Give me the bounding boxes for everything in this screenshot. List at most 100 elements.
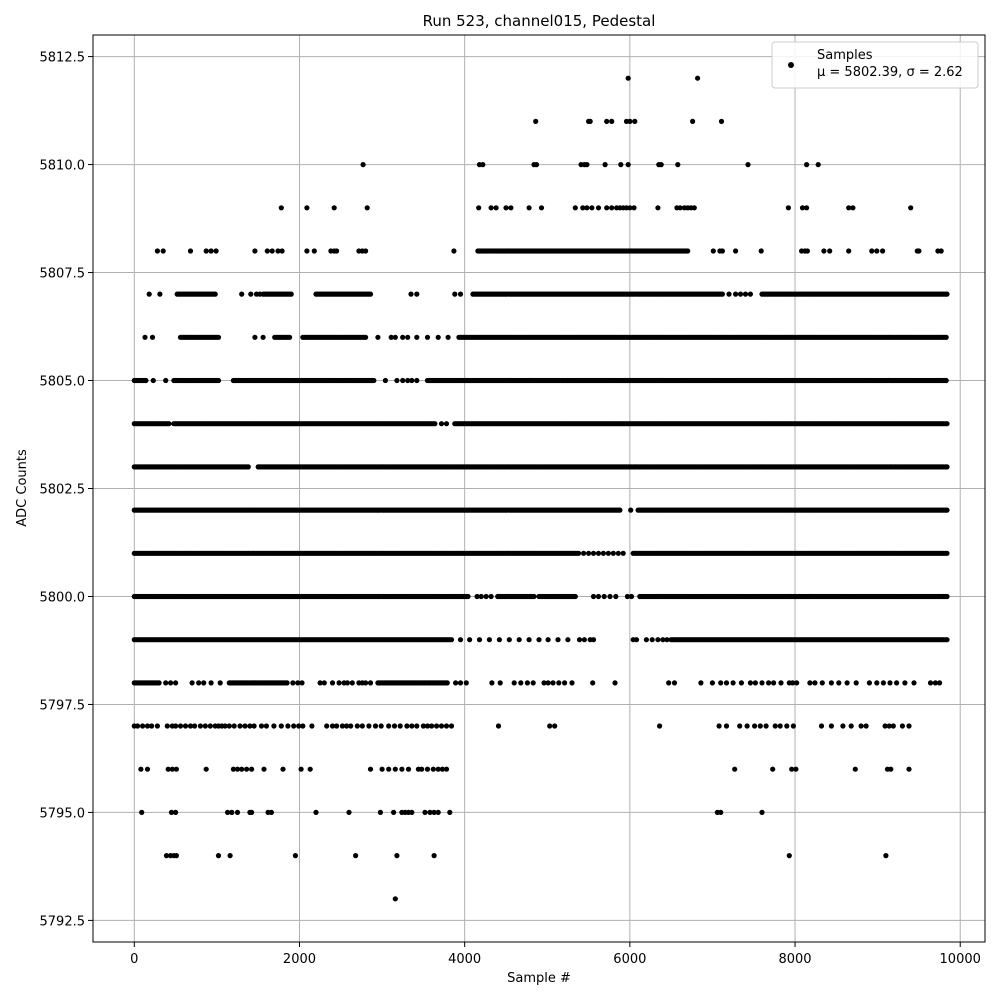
- data-point: [279, 248, 285, 254]
- data-point: [733, 248, 739, 254]
- y-tick-label: 5797.5: [40, 698, 86, 713]
- data-point: [382, 377, 388, 384]
- data-point: [932, 680, 939, 686]
- data-point: [618, 162, 624, 168]
- data-point: [288, 291, 294, 297]
- data-point: [744, 723, 750, 729]
- data-point: [888, 766, 894, 772]
- data-point: [590, 680, 596, 686]
- data-point: [260, 334, 266, 340]
- data-point: [321, 680, 327, 686]
- data-point: [944, 421, 950, 427]
- data-point: [863, 723, 869, 729]
- data-point: [609, 205, 615, 211]
- data-point: [518, 680, 524, 686]
- data-point: [201, 680, 207, 686]
- data-point: [344, 680, 350, 686]
- data-point: [435, 334, 441, 340]
- data-point: [227, 853, 233, 859]
- data-point: [295, 680, 301, 686]
- data-point: [890, 723, 896, 729]
- data-point: [135, 723, 141, 729]
- data-point: [853, 680, 859, 686]
- data-point: [386, 766, 392, 772]
- data-point: [388, 334, 394, 340]
- data-point: [899, 723, 906, 729]
- data-point: [612, 680, 618, 686]
- data-point: [572, 205, 578, 211]
- data-point: [718, 809, 724, 816]
- data-point: [536, 637, 542, 643]
- data-point: [944, 464, 950, 470]
- data-point: [208, 680, 214, 686]
- data-point: [192, 723, 198, 729]
- data-point: [146, 291, 152, 297]
- data-point: [334, 723, 340, 729]
- data-point: [530, 680, 536, 686]
- data-point: [163, 377, 169, 384]
- data-point: [353, 853, 359, 859]
- data-point: [348, 723, 354, 729]
- data-point: [215, 853, 222, 859]
- data-point: [584, 162, 590, 168]
- chart-title: Run 523, channel015, Pedestal: [423, 12, 656, 30]
- data-point: [675, 162, 681, 168]
- data-point: [258, 723, 265, 729]
- data-point: [526, 637, 532, 643]
- data-point: [431, 853, 437, 859]
- data-point: [601, 593, 607, 600]
- data-point: [457, 680, 464, 686]
- data-point: [329, 680, 336, 686]
- data-point: [556, 680, 562, 686]
- data-point: [852, 766, 858, 772]
- data-point: [149, 334, 156, 340]
- data-point: [478, 593, 484, 600]
- data-point: [495, 723, 502, 729]
- data-point: [576, 550, 582, 556]
- data-point: [452, 291, 458, 297]
- data-point: [212, 291, 218, 297]
- data-point: [215, 334, 222, 340]
- data-point: [607, 593, 613, 600]
- data-point: [737, 291, 744, 297]
- data-point: [695, 75, 701, 81]
- data-point: [144, 766, 151, 772]
- data-point: [804, 248, 811, 254]
- data-point: [508, 205, 514, 211]
- data-point: [391, 809, 397, 816]
- data-point: [309, 723, 315, 729]
- data-point: [738, 680, 745, 686]
- data-point: [848, 723, 854, 729]
- data-point: [666, 680, 672, 686]
- data-point: [620, 550, 626, 556]
- data-point: [157, 291, 163, 297]
- data-point: [203, 248, 209, 254]
- y-tick-label: 5792.5: [40, 914, 86, 929]
- data-point: [758, 248, 764, 254]
- data-point: [649, 637, 655, 643]
- data-point: [886, 723, 892, 729]
- data-point: [480, 162, 486, 168]
- data-point: [628, 507, 634, 513]
- data-point: [531, 593, 537, 600]
- data-point: [869, 248, 875, 254]
- data-point: [658, 162, 664, 168]
- data-point: [404, 723, 410, 729]
- data-point: [346, 809, 352, 816]
- data-point: [911, 680, 917, 686]
- data-point: [938, 248, 944, 254]
- data-point: [334, 248, 340, 254]
- data-point: [883, 853, 889, 859]
- data-point: [874, 248, 880, 254]
- data-point: [457, 291, 464, 297]
- data-point: [643, 637, 650, 643]
- data-point: [655, 637, 661, 643]
- data-point: [943, 377, 949, 384]
- data-point: [489, 680, 495, 686]
- data-point: [887, 680, 893, 686]
- data-point: [169, 766, 175, 772]
- data-point: [710, 248, 716, 254]
- x-tick-label: 4000: [448, 952, 481, 967]
- data-point: [445, 334, 451, 340]
- data-point: [234, 809, 241, 816]
